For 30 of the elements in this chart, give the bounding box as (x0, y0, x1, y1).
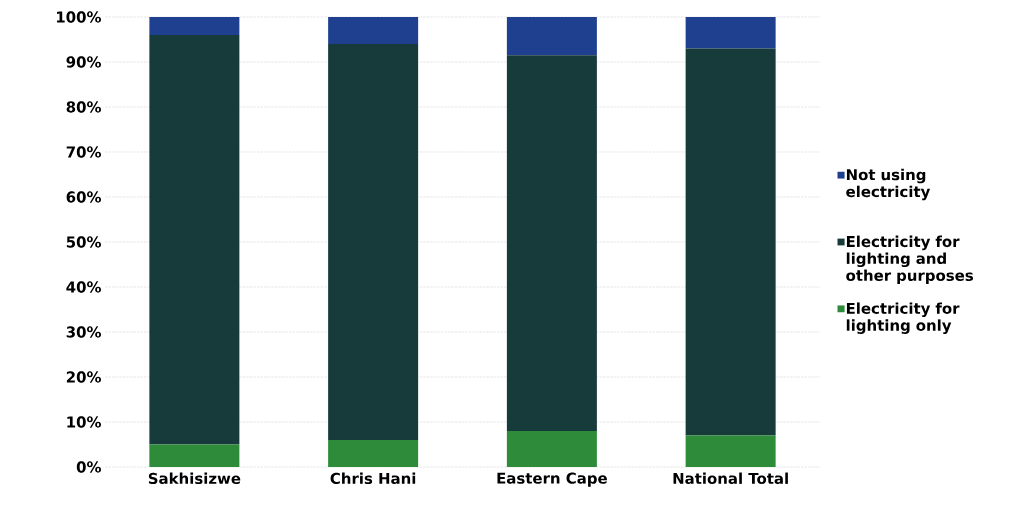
legend-label: Not using electricity (846, 168, 931, 201)
legend-label: Electricity for lighting and other purposes (846, 235, 973, 284)
bar (506, 431, 597, 467)
bar (685, 435, 776, 467)
legend-label: Electricity for lighting only (846, 302, 960, 334)
x-tick-label: Sakhisizwe (148, 472, 241, 485)
bar (685, 17, 776, 49)
y-tick-label: 90% (66, 56, 102, 68)
y-tick-label: 0% (76, 461, 102, 473)
y-tick-label: 70% (66, 146, 102, 158)
bar (149, 35, 240, 445)
y-tick-label: 100% (57, 11, 102, 23)
bar (685, 48, 776, 436)
y-tick-label: 60% (66, 191, 102, 203)
bar (149, 17, 240, 35)
y-tick-label: 40% (66, 281, 102, 293)
x-tick-label: Eastern Cape (497, 472, 607, 487)
bar (328, 440, 419, 467)
y-tick-label: 50% (66, 236, 102, 248)
bar (328, 44, 419, 440)
x-tick-label: Chris Hani (330, 472, 416, 485)
bar (506, 17, 597, 56)
y-tick-label: 20% (66, 371, 102, 383)
x-tick-label: National Total (673, 472, 788, 485)
bar (328, 17, 419, 44)
y-tick-label: 30% (66, 326, 102, 338)
y-tick-label: 10% (67, 416, 102, 428)
y-tick-label: 80% (66, 101, 102, 113)
bar (506, 55, 597, 431)
bar (149, 444, 240, 467)
